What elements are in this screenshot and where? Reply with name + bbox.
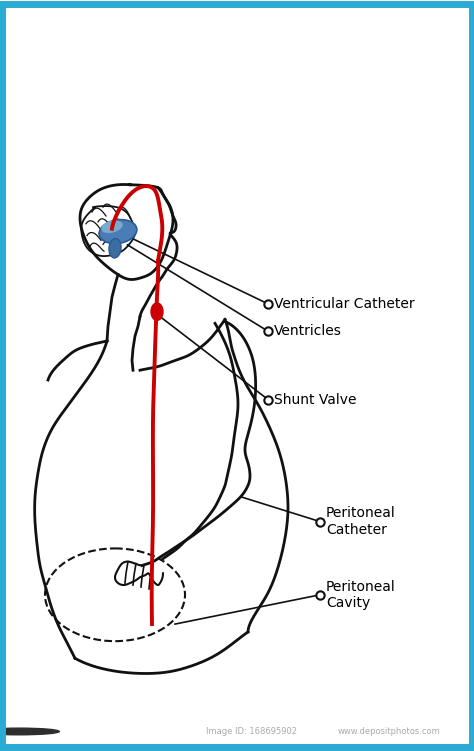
Text: Ventricular Catheter: Ventricular Catheter xyxy=(274,297,415,311)
Circle shape xyxy=(0,728,59,734)
Text: Shunt Valve: Shunt Valve xyxy=(274,393,356,406)
Text: www.depositphotos.com: www.depositphotos.com xyxy=(337,727,440,736)
Ellipse shape xyxy=(109,239,121,258)
Text: Peritoneal
Cavity: Peritoneal Cavity xyxy=(326,580,396,610)
Ellipse shape xyxy=(151,303,163,321)
Text: depositphotos: depositphotos xyxy=(43,726,121,737)
Text: Peritoneal
Catheter: Peritoneal Catheter xyxy=(326,506,396,537)
Text: Ventricles: Ventricles xyxy=(274,324,342,338)
Text: Placement of a: Placement of a xyxy=(123,26,351,56)
Circle shape xyxy=(0,726,81,737)
Text: Ventriculoperitoneal Shunt: Ventriculoperitoneal Shunt xyxy=(33,73,441,102)
Text: Image ID: 168695902: Image ID: 168695902 xyxy=(206,727,297,736)
Ellipse shape xyxy=(99,219,137,243)
Ellipse shape xyxy=(101,221,123,233)
